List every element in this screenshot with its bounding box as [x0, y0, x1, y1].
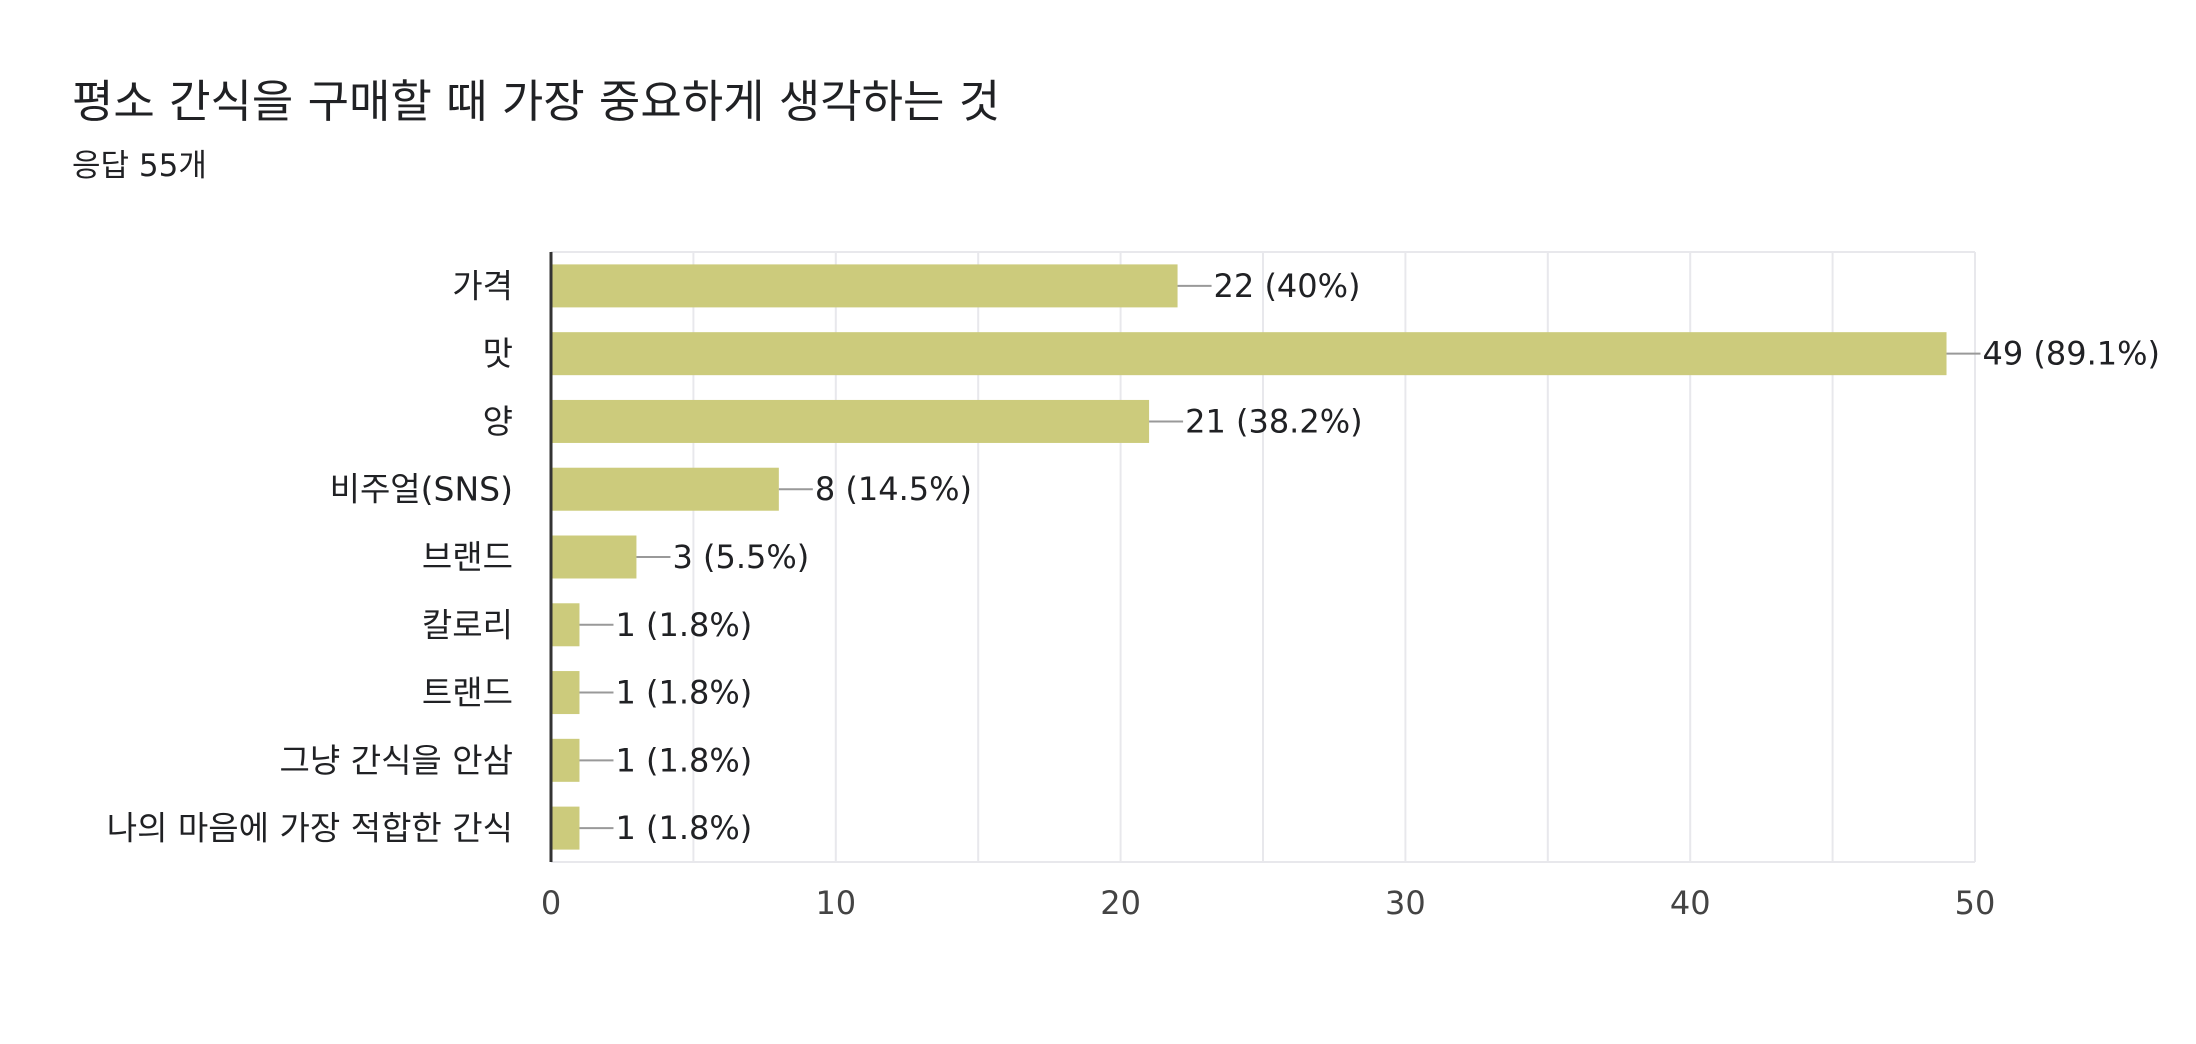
bar-2 — [551, 399, 1150, 443]
category-label: 양 — [483, 402, 513, 441]
category-label: 가격 — [452, 266, 513, 305]
x-tick-label: 0 — [541, 884, 561, 922]
x-tick-label: 20 — [1100, 884, 1141, 922]
bar-5 — [551, 603, 580, 647]
data-label: 8 (14.5%) — [815, 470, 972, 508]
data-label: 1 (1.8%) — [615, 674, 752, 712]
x-tick-label: 30 — [1385, 884, 1426, 922]
bar-6 — [551, 671, 580, 715]
bar-4 — [551, 535, 637, 579]
category-label: 그냥 간식을 안삼 — [280, 741, 514, 780]
data-label: 1 (1.8%) — [615, 741, 752, 779]
category-label: 브랜드 — [422, 538, 513, 577]
data-label: 21 (38.2%) — [1185, 402, 1363, 440]
bar-1 — [551, 332, 1947, 376]
category-label: 맛 — [483, 334, 513, 373]
data-label: 22 (40%) — [1214, 267, 1361, 305]
data-label: 3 (5.5%) — [672, 538, 809, 576]
bar-0 — [551, 264, 1178, 308]
data-label: 1 (1.8%) — [615, 809, 752, 847]
x-tick-label: 40 — [1670, 884, 1711, 922]
data-label: 49 (89.1%) — [1983, 335, 2161, 373]
bar-7 — [551, 738, 580, 782]
bar-3 — [551, 467, 779, 511]
chart-title: 평소 간식을 구매할 때 가장 중요하게 생각하는 것 — [72, 75, 1001, 128]
x-tick-label: 50 — [1955, 884, 1996, 922]
data-label: 1 (1.8%) — [615, 606, 752, 644]
x-tick-label: 10 — [815, 884, 856, 922]
category-label: 비주얼(SNS) — [330, 470, 513, 509]
response-count: 응답 55개 — [72, 148, 207, 184]
category-label: 나의 마음에 가장 적합한 간식 — [107, 809, 513, 848]
bar-8 — [551, 806, 580, 850]
category-label: 트랜드 — [422, 673, 513, 712]
category-label: 칼로리 — [422, 605, 513, 644]
